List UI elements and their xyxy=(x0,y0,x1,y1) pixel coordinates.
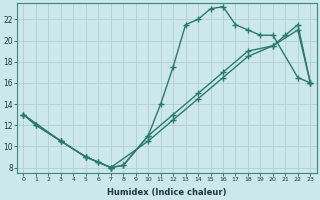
X-axis label: Humidex (Indice chaleur): Humidex (Indice chaleur) xyxy=(107,188,227,197)
